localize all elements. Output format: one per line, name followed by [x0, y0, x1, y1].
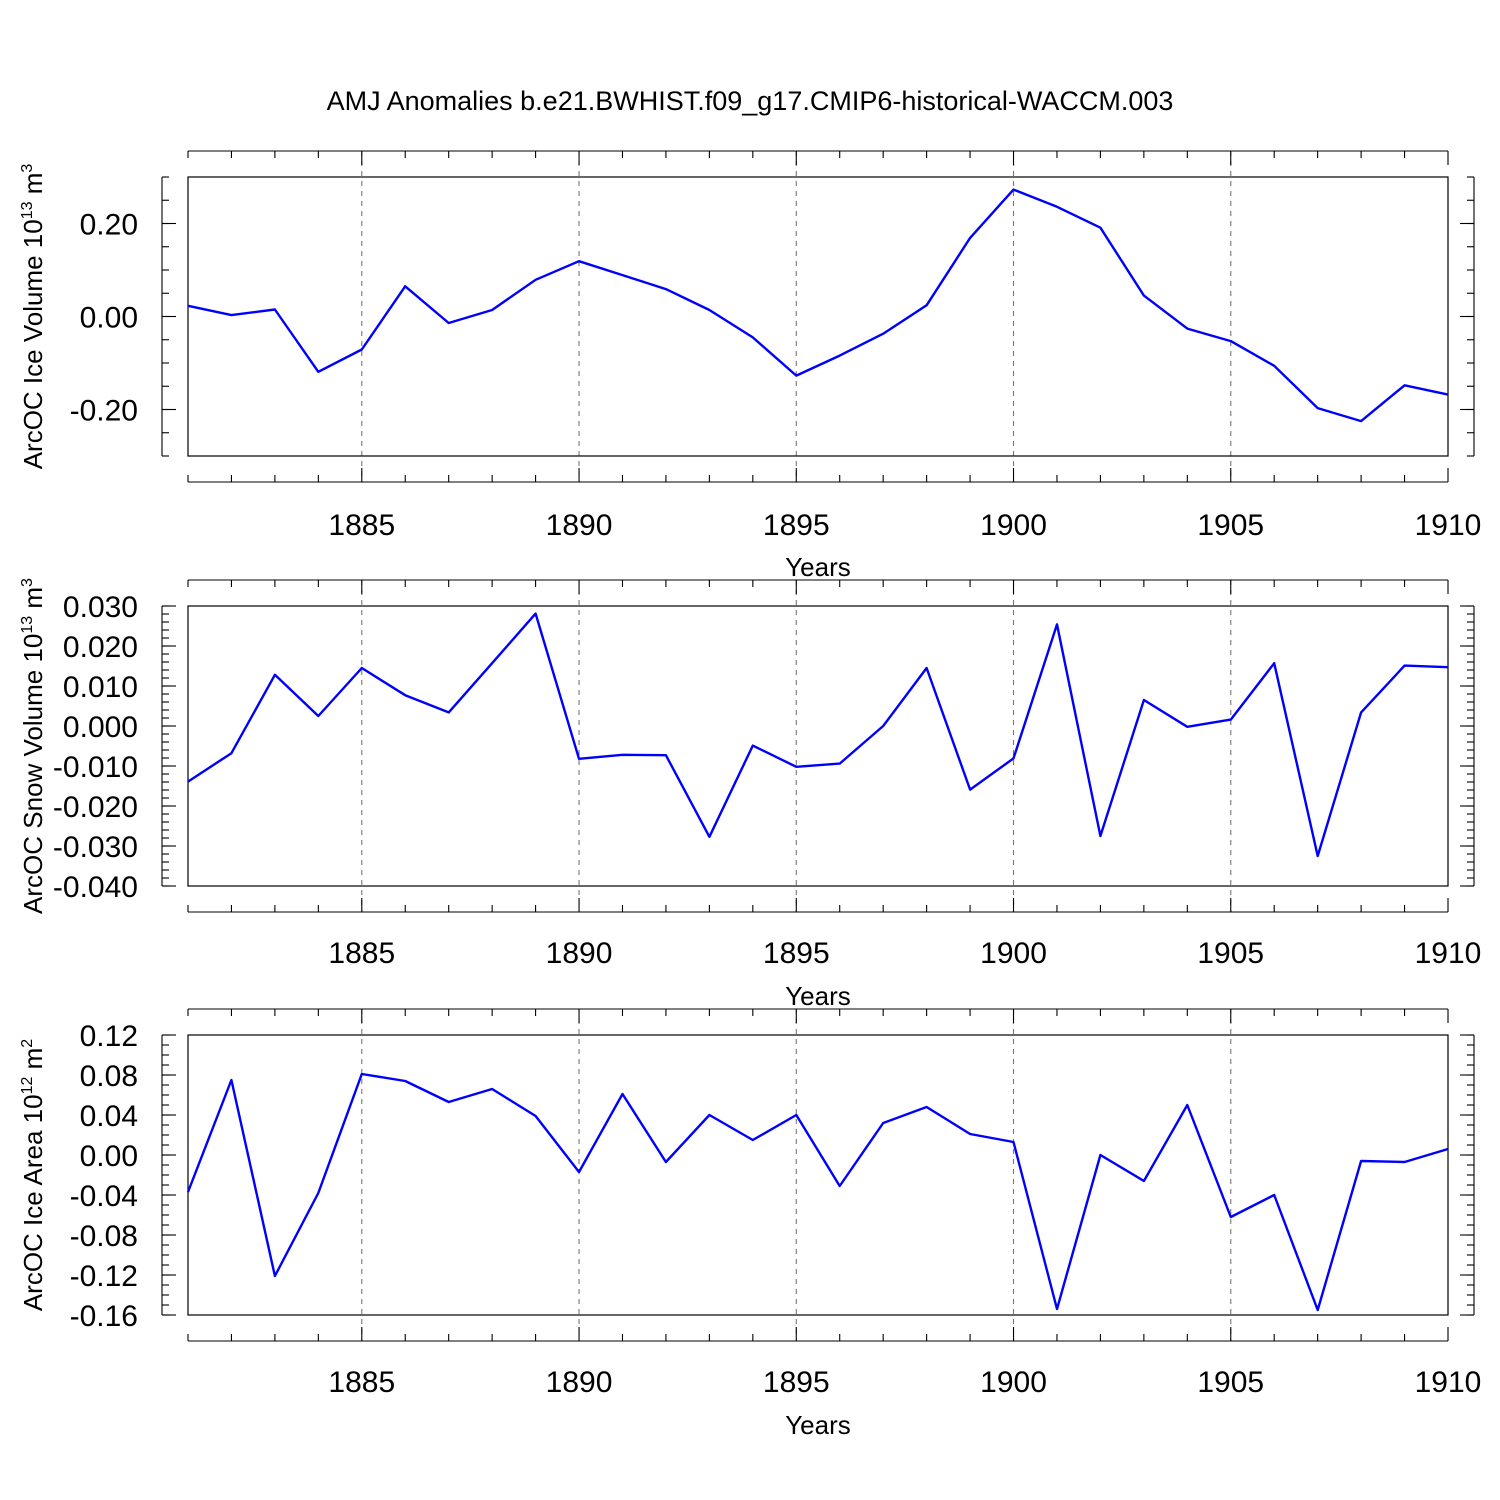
x-tick-label: 1885	[328, 937, 395, 970]
y-tick-label: -0.040	[53, 871, 138, 904]
y-axis-label: ArcOC Ice Volume 1013 m3	[18, 164, 48, 470]
series-line	[186, 1072, 1449, 1312]
x-tick-label: 1885	[328, 509, 395, 542]
x-tick-label: 1910	[1415, 509, 1482, 542]
y-tick-label: 0.00	[80, 302, 138, 335]
x-tick-label: 1910	[1415, 1366, 1482, 1399]
y-tick-label: 0.20	[80, 209, 138, 242]
series-line	[187, 612, 1449, 858]
y-axis-label: ArcOC Ice Area 1012 m2	[18, 1039, 48, 1311]
x-tick-label: 1890	[546, 1366, 613, 1399]
y-tick-label: 0.000	[63, 711, 138, 744]
x-axis-label: Years	[785, 981, 851, 1011]
x-axis-label: Years	[785, 1410, 851, 1440]
chart-panel-1: -0.20 0.00 0.20 1885 1890 1895 1900 1905 1910 Yea…	[18, 150, 1482, 582]
x-tick-label: 1905	[1197, 937, 1264, 970]
x-tick-label: 1895	[763, 937, 830, 970]
x-axis-label: Years	[785, 552, 851, 582]
y-tick-label: -0.16	[70, 1300, 138, 1333]
y-tick-label: -0.04	[70, 1180, 138, 1213]
plot-frame	[187, 1034, 1449, 1316]
y-tick-label: 0.020	[63, 631, 138, 664]
x-tick-label: 1900	[980, 937, 1047, 970]
series-line	[187, 188, 1449, 423]
x-tick-label: 1905	[1197, 509, 1264, 542]
y-tick-label: -0.010	[53, 751, 138, 784]
chart-panel-2: -0.040 -0.030 -0.020 -0.010 0.000 0.010 0.020 0…	[18, 578, 1481, 1011]
y-tick-label: 0.08	[80, 1060, 138, 1093]
x-tick-label: 1890	[546, 509, 613, 542]
x-tick-label: 1900	[980, 1366, 1047, 1399]
y-tick-label: -0.08	[70, 1220, 138, 1253]
x-tick-label: 1895	[763, 509, 830, 542]
x-tick-label: 1910	[1415, 937, 1482, 970]
y-tick-label: 0.04	[80, 1100, 138, 1133]
x-tick-label: 1895	[763, 1366, 830, 1399]
plot-frame	[187, 605, 1449, 887]
x-tick-label: 1890	[546, 937, 613, 970]
y-tick-label: 0.010	[63, 671, 138, 704]
x-tick-label: 1905	[1197, 1366, 1264, 1399]
panels: -0.20 0.00 0.20 1885 1890 1895 1900 1905 1910 Yea…	[18, 150, 1482, 1440]
y-tick-label: 0.00	[80, 1140, 138, 1173]
y-axis-label: ArcOC Snow Volume 1013 m3	[18, 578, 48, 914]
y-tick-label: -0.020	[53, 791, 138, 824]
chart-panel-3: -0.16 -0.12 -0.08 -0.04 0.00 0.04 0.08 0.12 1885…	[18, 1008, 1482, 1440]
figure-title: AMJ Anomalies b.e21.BWHIST.f09_g17.CMIP6…	[327, 86, 1174, 116]
x-tick-label: 1900	[980, 509, 1047, 542]
x-tick-label: 1885	[328, 1366, 395, 1399]
y-tick-label: -0.030	[53, 831, 138, 864]
y-tick-label: 0.030	[63, 591, 138, 624]
y-tick-label: -0.20	[70, 395, 138, 428]
y-tick-label: 0.12	[80, 1020, 138, 1053]
plot-frame	[187, 176, 1449, 457]
y-tick-label: -0.12	[70, 1260, 138, 1293]
